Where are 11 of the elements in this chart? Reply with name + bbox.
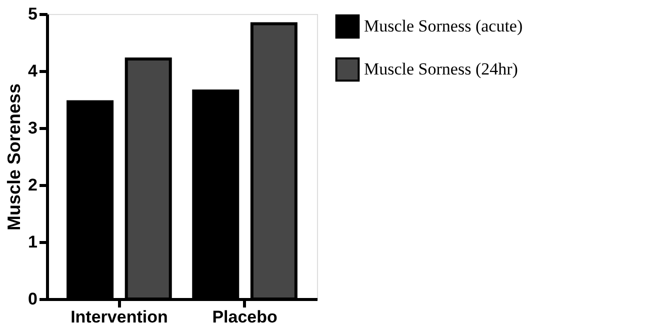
y-tick-label: 3 [28, 118, 38, 138]
y-tick-label: 0 [28, 290, 38, 308]
y-tick-label: 1 [28, 232, 38, 252]
y-tick-label: 4 [28, 62, 38, 80]
y-tick-label: 5 [28, 4, 38, 24]
x-tick-label: Placebo [212, 308, 278, 326]
legend-label: Muscle Sorness (24hr) [364, 60, 518, 78]
legend-label: Muscle Sorness (acute) [364, 16, 523, 36]
x-tick-label: Intervention [70, 308, 168, 326]
y-tick-label: 2 [28, 176, 38, 194]
y-axis-title: Muscle Soreness [4, 83, 24, 231]
